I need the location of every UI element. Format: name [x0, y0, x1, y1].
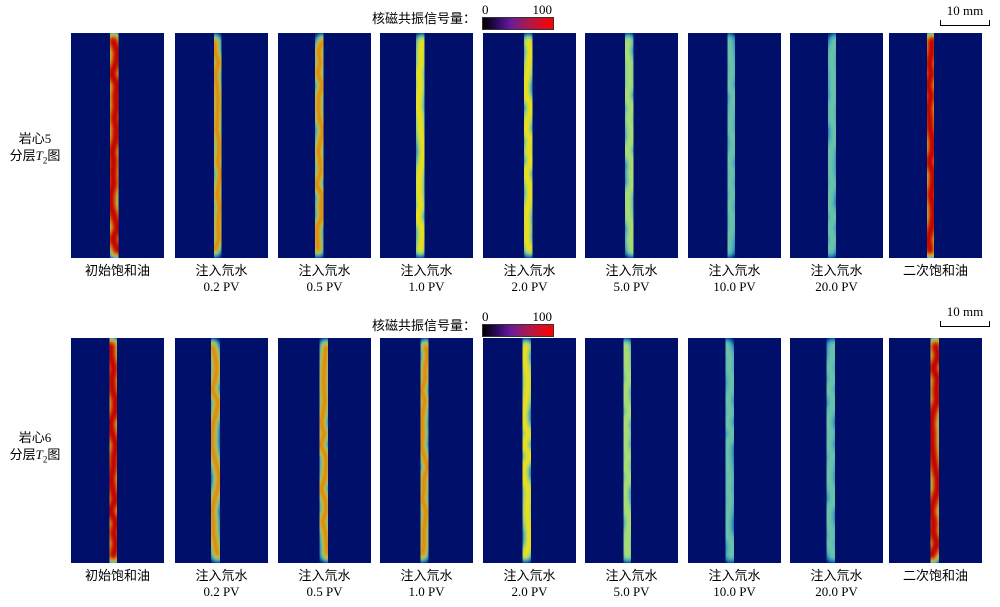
panel-caption: 注入氘水 1.0 PV — [380, 263, 473, 295]
core-map-type: 分层T2图 — [9, 447, 61, 465]
panel-caption: 注入氘水 0.2 PV — [175, 263, 268, 295]
legend-min: 0 — [482, 2, 489, 17]
signal-legend: 核磁共振信号量： 0 100 — [372, 309, 555, 339]
caption-condition: 注入氘水 — [708, 263, 761, 278]
colorbar — [482, 324, 555, 337]
scale-bar: 10 mm — [940, 3, 990, 26]
core-name: 岩心5 — [18, 131, 52, 146]
nmr-map-panel — [585, 338, 678, 563]
panel-caption: 二次饱和油 — [889, 263, 982, 279]
nmr-map-panel — [483, 33, 576, 258]
scale-bar-label: 10 mm — [946, 3, 984, 18]
panel-caption: 初始饱和油 — [71, 568, 164, 584]
caption-condition: 注入氘水 — [195, 263, 248, 278]
panel-caption: 注入氘水 10.0 PV — [688, 568, 781, 600]
nmr-map-panel — [790, 33, 883, 258]
caption-condition: 注入氘水 — [605, 263, 658, 278]
caption-volume: 2.0 PV — [511, 279, 548, 294]
nmr-map-panel — [175, 338, 268, 563]
caption-volume: 10.0 PV — [713, 279, 756, 294]
caption-condition: 注入氘水 — [400, 568, 453, 583]
panel-caption: 注入氘水 1.0 PV — [380, 568, 473, 600]
nmr-map-panel — [688, 338, 781, 563]
nmr-map-panel — [889, 33, 982, 258]
caption-condition: 初始饱和油 — [84, 568, 150, 583]
nmr-map-panel — [585, 33, 678, 258]
legend-max: 100 — [532, 309, 553, 324]
caption-condition: 注入氘水 — [708, 568, 761, 583]
nmr-map-panel — [790, 338, 883, 563]
nmr-map-panel — [71, 338, 164, 563]
panel-caption: 注入氘水 0.5 PV — [278, 568, 371, 600]
nmr-map-panel — [380, 338, 473, 563]
legend-scale: 0 100 — [482, 2, 555, 32]
caption-volume: 0.5 PV — [306, 584, 343, 599]
caption-condition: 注入氘水 — [605, 568, 658, 583]
scale-bar-line — [940, 20, 990, 26]
scale-bar-label: 10 mm — [946, 304, 984, 319]
core-label: 岩心5 分层T2图 — [2, 130, 68, 170]
panel-caption: 注入氘水 0.5 PV — [278, 263, 371, 295]
colorbar — [482, 17, 555, 30]
caption-condition: 注入氘水 — [810, 568, 863, 583]
caption-condition: 注入氘水 — [810, 263, 863, 278]
caption-condition: 二次饱和油 — [902, 263, 968, 278]
caption-volume: 1.0 PV — [408, 584, 445, 599]
nmr-map-panel — [278, 33, 371, 258]
caption-volume: 1.0 PV — [408, 279, 445, 294]
caption-volume: 5.0 PV — [613, 279, 650, 294]
panel-caption: 注入氘水 10.0 PV — [688, 263, 781, 295]
panel-caption: 注入氘水 5.0 PV — [585, 568, 678, 600]
caption-condition: 初始饱和油 — [84, 263, 150, 278]
scale-bar-line — [940, 321, 990, 327]
caption-volume: 0.2 PV — [203, 584, 240, 599]
core-5-row: 核磁共振信号量： 0 100 10 mm 岩心5 分层T2图 — [0, 0, 1000, 300]
caption-volume: 2.0 PV — [511, 584, 548, 599]
caption-condition: 注入氘水 — [503, 568, 556, 583]
caption-condition: 注入氘水 — [503, 263, 556, 278]
panel-caption: 注入氘水 20.0 PV — [790, 263, 883, 295]
core-label: 岩心6 分层T2图 — [2, 429, 68, 469]
caption-volume: 20.0 PV — [815, 279, 858, 294]
core-name: 岩心6 — [18, 430, 52, 445]
panel-caption: 注入氘水 0.2 PV — [175, 568, 268, 600]
caption-volume: 0.5 PV — [306, 279, 343, 294]
panel-caption: 二次饱和油 — [889, 568, 982, 584]
nmr-map-panel — [278, 338, 371, 563]
panel-caption: 初始饱和油 — [71, 263, 164, 279]
legend-scale: 0 100 — [482, 309, 555, 339]
caption-condition: 二次饱和油 — [902, 568, 968, 583]
nmr-map-panel — [380, 33, 473, 258]
nmr-map-panel — [889, 338, 982, 563]
legend-label: 核磁共振信号量： — [372, 317, 477, 333]
caption-volume: 20.0 PV — [815, 584, 858, 599]
caption-condition: 注入氘水 — [195, 568, 248, 583]
nmr-map-panel — [483, 338, 576, 563]
caption-condition: 注入氘水 — [298, 568, 351, 583]
core-6-row: 核磁共振信号量： 0 100 10 mm 岩心6 分层T2图 — [0, 304, 1000, 607]
legend-label: 核磁共振信号量： — [372, 10, 477, 26]
panel-caption: 注入氘水 2.0 PV — [483, 263, 576, 295]
caption-condition: 注入氘水 — [298, 263, 351, 278]
caption-volume: 10.0 PV — [713, 584, 756, 599]
signal-legend: 核磁共振信号量： 0 100 — [372, 2, 555, 32]
nmr-map-panel — [175, 33, 268, 258]
core-map-type: 分层T2图 — [9, 148, 61, 166]
caption-volume: 0.2 PV — [203, 279, 240, 294]
caption-condition: 注入氘水 — [400, 263, 453, 278]
nmr-map-panel — [688, 33, 781, 258]
legend-max: 100 — [532, 2, 553, 17]
caption-volume: 5.0 PV — [613, 584, 650, 599]
panel-caption: 注入氘水 20.0 PV — [790, 568, 883, 600]
panel-caption: 注入氘水 2.0 PV — [483, 568, 576, 600]
nmr-map-panel — [71, 33, 164, 258]
panel-caption: 注入氘水 5.0 PV — [585, 263, 678, 295]
scale-bar: 10 mm — [940, 304, 990, 327]
legend-min: 0 — [482, 309, 489, 324]
